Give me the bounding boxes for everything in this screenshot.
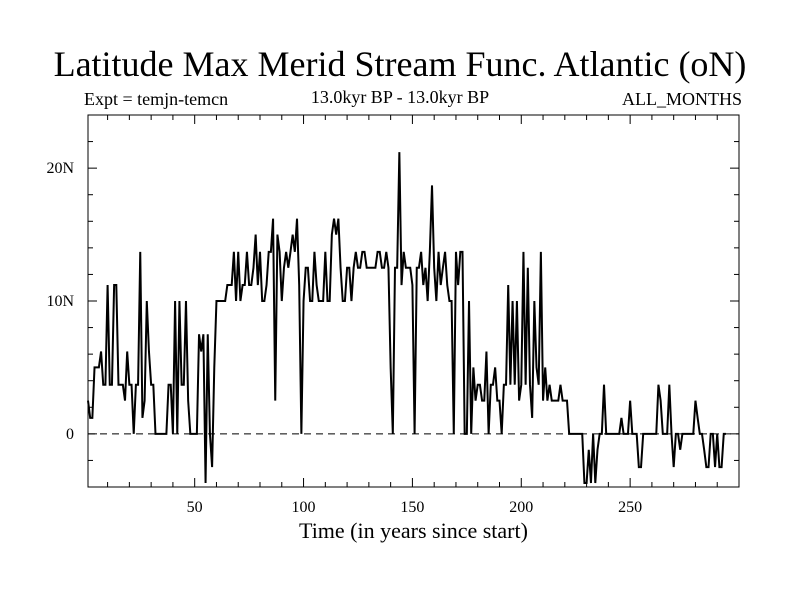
y-tick-label: 20N [46,160,74,177]
axis-tick-labels: 0 10N 20N 50 100 150 200 250 [46,160,642,516]
x-tick-label: 50 [187,499,203,516]
period-label: 13.0kyr BP - 13.0kyr BP [310,87,490,107]
plot-frame [87,114,740,488]
x-tick-label: 100 [292,499,316,516]
experiment-label: Expt = temjn-temcn [84,89,229,109]
x-axis-label: Time (in years since start) [299,518,528,543]
y-tick-label: 10N [46,293,74,310]
months-label: ALL_MONTHS [622,89,742,109]
series-line-temjn-temcn [87,152,726,485]
x-tick-label: 200 [509,499,533,516]
chart-title: Latitude Max Merid Stream Func. Atlantic… [53,44,747,84]
y-tick-label: 0 [66,426,74,443]
x-tick-label: 250 [618,499,642,516]
x-tick-label: 150 [400,499,424,516]
